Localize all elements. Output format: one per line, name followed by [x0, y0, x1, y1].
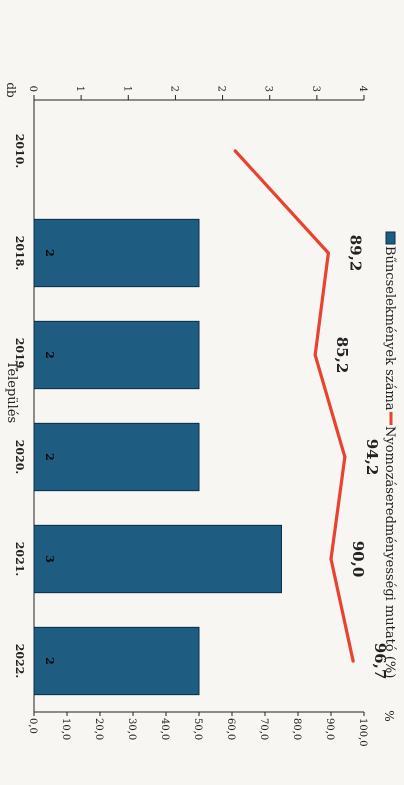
x-tick-label: 2010.: [13, 134, 26, 168]
y-left-tick-label: 3: [263, 86, 274, 92]
line-point: [326, 251, 330, 255]
y-left-axis-title: db: [4, 82, 18, 98]
bar: [33, 524, 282, 594]
y-right-axis-title: %: [382, 710, 396, 721]
line-value-label: 89,2: [346, 235, 364, 272]
y-right-tick-label: 40,0: [159, 718, 170, 740]
bar-series: 2 2 2 3 2: [33, 218, 282, 696]
y-right-tick-label: 50,0: [192, 718, 203, 740]
y-right-ticks: 0,0 10,0 20,0 30,0 40,0 50,0 60,0 70,0 80,0 90,0 1…: [27, 712, 368, 747]
bar: [33, 422, 200, 492]
legend-line-label: Nyomozáseredményességi mutató (%): [382, 426, 397, 678]
line-point: [343, 455, 347, 459]
bar-value-label: 2: [43, 351, 56, 359]
x-tick-label: 2020.: [13, 440, 26, 474]
y-right-tick-label: 100,0: [357, 718, 368, 747]
bar: [33, 218, 200, 288]
x-tick-label: 2019.: [13, 338, 26, 372]
line-point: [329, 557, 333, 561]
rotated-chart: Település Bűncselekmények száma Nyomozás…: [4, 82, 397, 746]
y-right-tick-label: 0,0: [27, 718, 38, 734]
y-left-tick-label: 3: [310, 86, 321, 92]
bar-value-label: 2: [43, 453, 56, 461]
x-tick-label: 2021.: [13, 542, 26, 576]
x-tick-label: 2022.: [13, 644, 26, 678]
y-right-tick-label: 30,0: [126, 718, 137, 740]
bar: [33, 626, 200, 696]
y-left-tick-label: 4: [357, 86, 368, 92]
bar-value-label: 3: [43, 555, 56, 563]
line-point: [313, 353, 317, 357]
bar-value-label: 2: [43, 657, 56, 665]
line-value-label: 94,2: [363, 439, 381, 476]
y-left-tick-label: 0: [27, 86, 38, 92]
line-value-label: 90,0: [349, 541, 367, 578]
bar-value-label: 2: [43, 249, 56, 257]
y-right-tick-label: 20,0: [93, 718, 104, 740]
line-value-label: 96,7: [371, 643, 389, 680]
x-tick-label: 2018.: [13, 236, 26, 270]
x-ticks: 2010. 2018. 2019. 2020. 2021. 2022.: [13, 134, 26, 678]
line-series: 89,2 85,2 94,2 90,0 96,7: [233, 149, 389, 680]
y-left-tick-label: 2: [168, 86, 179, 92]
y-left-tick-label: 1: [74, 86, 85, 92]
y-right-tick-label: 10,0: [60, 718, 71, 740]
y-right-tick-label: 60,0: [225, 718, 236, 740]
y-left-tick-label: 1: [121, 86, 132, 92]
y-left-tick-label: 2: [216, 86, 227, 92]
series-line: [233, 149, 355, 663]
chart-title: Település: [4, 361, 19, 423]
legend: Bűncselekmények száma Nyomozáseredményes…: [382, 231, 397, 678]
y-right-tick-label: 90,0: [324, 718, 335, 740]
line-value-label: 85,2: [333, 337, 351, 374]
line-point: [351, 659, 355, 663]
y-left-ticks: 0 1 1 2 2 3 3 4: [27, 86, 368, 100]
legend-bar-label: Bűncselekmények száma: [382, 246, 397, 411]
y-right-tick-label: 80,0: [291, 718, 302, 740]
bar: [33, 320, 200, 390]
line-point: [233, 149, 237, 153]
y-right-tick-label: 70,0: [258, 718, 269, 740]
legend-bar-swatch: [385, 231, 396, 245]
